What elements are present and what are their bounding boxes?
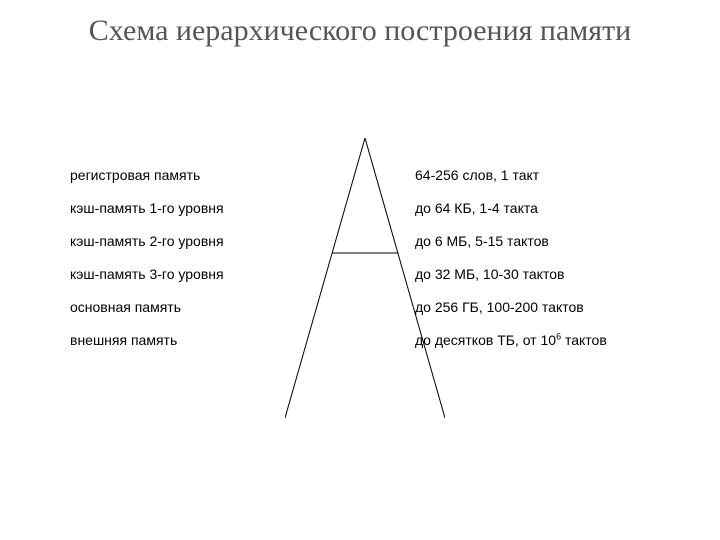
- slide-title: Схема иерархического построения памяти: [0, 12, 720, 50]
- level-name: кэш-память 3-го уровня: [70, 267, 270, 281]
- pyramid-left-edge: [285, 138, 365, 418]
- level-spec: 64-256 слов, 1 такт: [415, 168, 675, 182]
- level-specs-column: 64-256 слов, 1 такт до 64 КБ, 1-4 такта …: [415, 168, 675, 366]
- slide: Схема иерархического построения памяти р…: [0, 0, 720, 540]
- level-name: регистровая память: [70, 168, 270, 182]
- level-spec: до 256 ГБ, 100-200 тактов: [415, 300, 675, 314]
- level-spec: до 6 МБ, 5-15 тактов: [415, 234, 675, 248]
- level-name: внешняя память: [70, 333, 270, 347]
- level-name: кэш-память 1-го уровня: [70, 201, 270, 215]
- level-name: кэш-память 2-го уровня: [70, 234, 270, 248]
- level-spec: до 64 КБ, 1-4 такта: [415, 201, 675, 215]
- memory-hierarchy-diagram: регистровая память кэш-память 1-го уровн…: [70, 138, 660, 418]
- level-spec: до 32 МБ, 10-30 тактов: [415, 267, 675, 281]
- level-names-column: регистровая память кэш-память 1-го уровн…: [70, 168, 270, 366]
- level-spec: до десятков ТБ, от 106 тактов: [415, 333, 675, 347]
- level-name: основная память: [70, 300, 270, 314]
